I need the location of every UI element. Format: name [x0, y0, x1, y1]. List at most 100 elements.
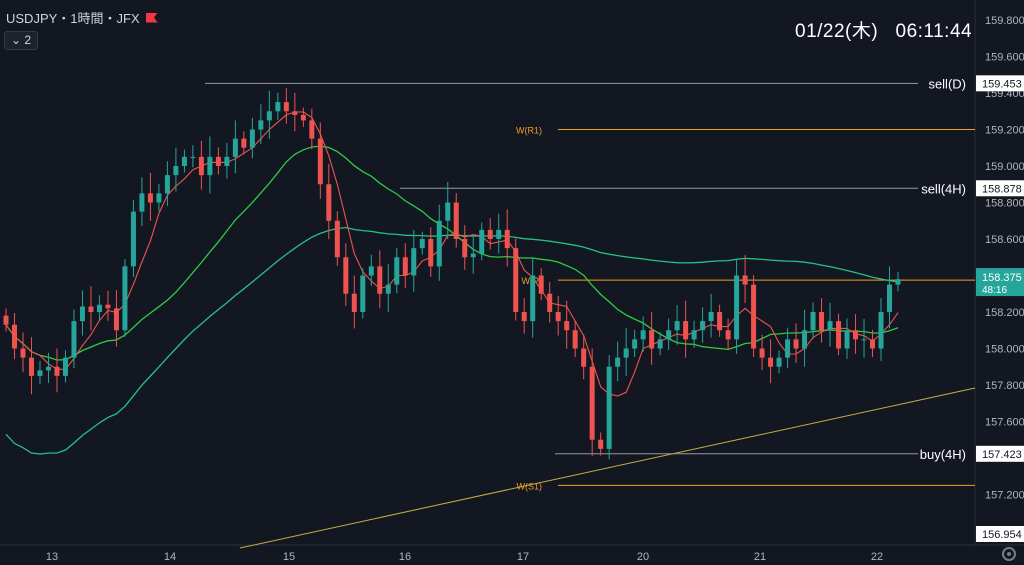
- candle-body: [632, 339, 638, 349]
- pivot-label: W(S1): [517, 481, 543, 491]
- level-label: sell(4H): [921, 181, 966, 196]
- candle-body: [385, 284, 391, 294]
- candle-body: [657, 339, 663, 349]
- candle-body: [139, 193, 145, 212]
- candle-body: [249, 129, 255, 148]
- level-price-text: 158.878: [982, 183, 1022, 195]
- candle-body: [45, 366, 51, 371]
- candle-body: [538, 275, 544, 294]
- candle-body: [377, 266, 383, 294]
- indicator-count: 2: [24, 33, 32, 47]
- candle-body: [37, 370, 43, 376]
- candle-body: [674, 321, 680, 331]
- candle-body: [326, 184, 332, 221]
- candle-body: [759, 348, 765, 358]
- ma-mid-line[interactable]: [5, 145, 899, 361]
- candle-body: [3, 315, 9, 325]
- x-tick-label: 15: [283, 551, 295, 563]
- candle-body: [20, 348, 26, 358]
- candle-body: [683, 321, 689, 340]
- candle-body: [411, 248, 417, 276]
- x-tick-label: 21: [754, 551, 766, 563]
- candle-body: [844, 330, 850, 349]
- ma-short-line[interactable]: [5, 111, 899, 397]
- candle-body: [360, 275, 366, 312]
- y-tick-label: 157.800: [985, 380, 1024, 392]
- symbol-header[interactable]: USDJPY・1時間・JFX: [6, 8, 158, 27]
- y-tick-label: 159.200: [985, 125, 1024, 137]
- candle-body: [836, 321, 842, 349]
- candle-body: [79, 306, 85, 322]
- x-tick-label: 14: [164, 551, 176, 563]
- candle-body: [368, 266, 374, 276]
- candle-body: [734, 275, 740, 340]
- candle-body: [190, 156, 196, 158]
- level-label: sell(D): [928, 76, 966, 91]
- candle-body: [615, 357, 621, 367]
- candle-body: [785, 339, 791, 358]
- candle-body: [156, 193, 162, 203]
- candle-body: [793, 339, 799, 349]
- level-label: buy(4H): [920, 447, 966, 462]
- gear-icon[interactable]: [1002, 547, 1016, 561]
- candle-body: [470, 253, 476, 258]
- candle-body: [224, 156, 230, 166]
- x-tick-label: 20: [637, 551, 649, 563]
- candle-body: [725, 330, 731, 340]
- candle-body: [827, 321, 833, 331]
- pivot-label: W(R1): [516, 126, 542, 136]
- bottom-price-tag: [976, 526, 1024, 542]
- bottom-price-text: 156.954: [982, 529, 1022, 541]
- chevron-down-icon[interactable]: ⌄: [11, 33, 22, 47]
- candle-body: [122, 266, 128, 331]
- indicator-toggle[interactable]: ⌄ 2: [4, 31, 39, 50]
- level-price-text: 159.453: [982, 78, 1022, 90]
- candle-body: [878, 312, 884, 349]
- candle-body: [853, 330, 859, 340]
- candle-body: [530, 275, 536, 322]
- candle-body: [776, 357, 782, 367]
- level-price-tag: [976, 180, 1024, 197]
- flag-icon[interactable]: [146, 13, 158, 23]
- candle-body: [606, 366, 612, 449]
- x-tick-label: 22: [871, 551, 883, 563]
- candle-body: [394, 257, 400, 285]
- candle-body: [436, 220, 442, 267]
- candle-body: [317, 138, 323, 185]
- candle-body: [572, 330, 578, 349]
- candle-body: [640, 330, 646, 340]
- candle-body: [623, 348, 629, 358]
- candle-body: [292, 111, 298, 115]
- candle-body: [521, 312, 527, 322]
- candle-body: [96, 304, 102, 312]
- candle-body: [275, 102, 281, 112]
- candle-body: [28, 357, 34, 376]
- candle-body: [589, 366, 595, 440]
- level-price-text: 157.423: [982, 449, 1022, 461]
- candle-body: [742, 275, 748, 285]
- y-tick-label: 158.000: [985, 344, 1024, 356]
- trend-line[interactable]: [239, 387, 976, 549]
- candle-body: [504, 229, 510, 249]
- countdown-text: 48:16: [982, 285, 1007, 296]
- candle-body: [802, 330, 808, 349]
- ma-long-line[interactable]: [5, 226, 899, 455]
- x-tick-label: 16: [399, 551, 411, 563]
- candle-body: [581, 348, 587, 367]
- level-price-tag: [976, 75, 1024, 92]
- symbol-title[interactable]: USDJPY・1時間・JFX: [6, 11, 140, 26]
- clock-time: 06:11:44: [895, 21, 973, 42]
- candle-body: [309, 120, 315, 139]
- candle-body: [708, 312, 714, 322]
- candle-body: [164, 175, 170, 194]
- candle-body: [462, 239, 468, 258]
- candle-body: [232, 138, 238, 157]
- candle-body: [666, 330, 672, 340]
- candle-body: [487, 229, 493, 239]
- y-tick-label: 159.600: [985, 52, 1024, 64]
- level-price-tag: [976, 445, 1024, 462]
- y-tick-label: 158.800: [985, 198, 1024, 210]
- candle-body: [402, 257, 408, 276]
- candle-body: [343, 257, 349, 294]
